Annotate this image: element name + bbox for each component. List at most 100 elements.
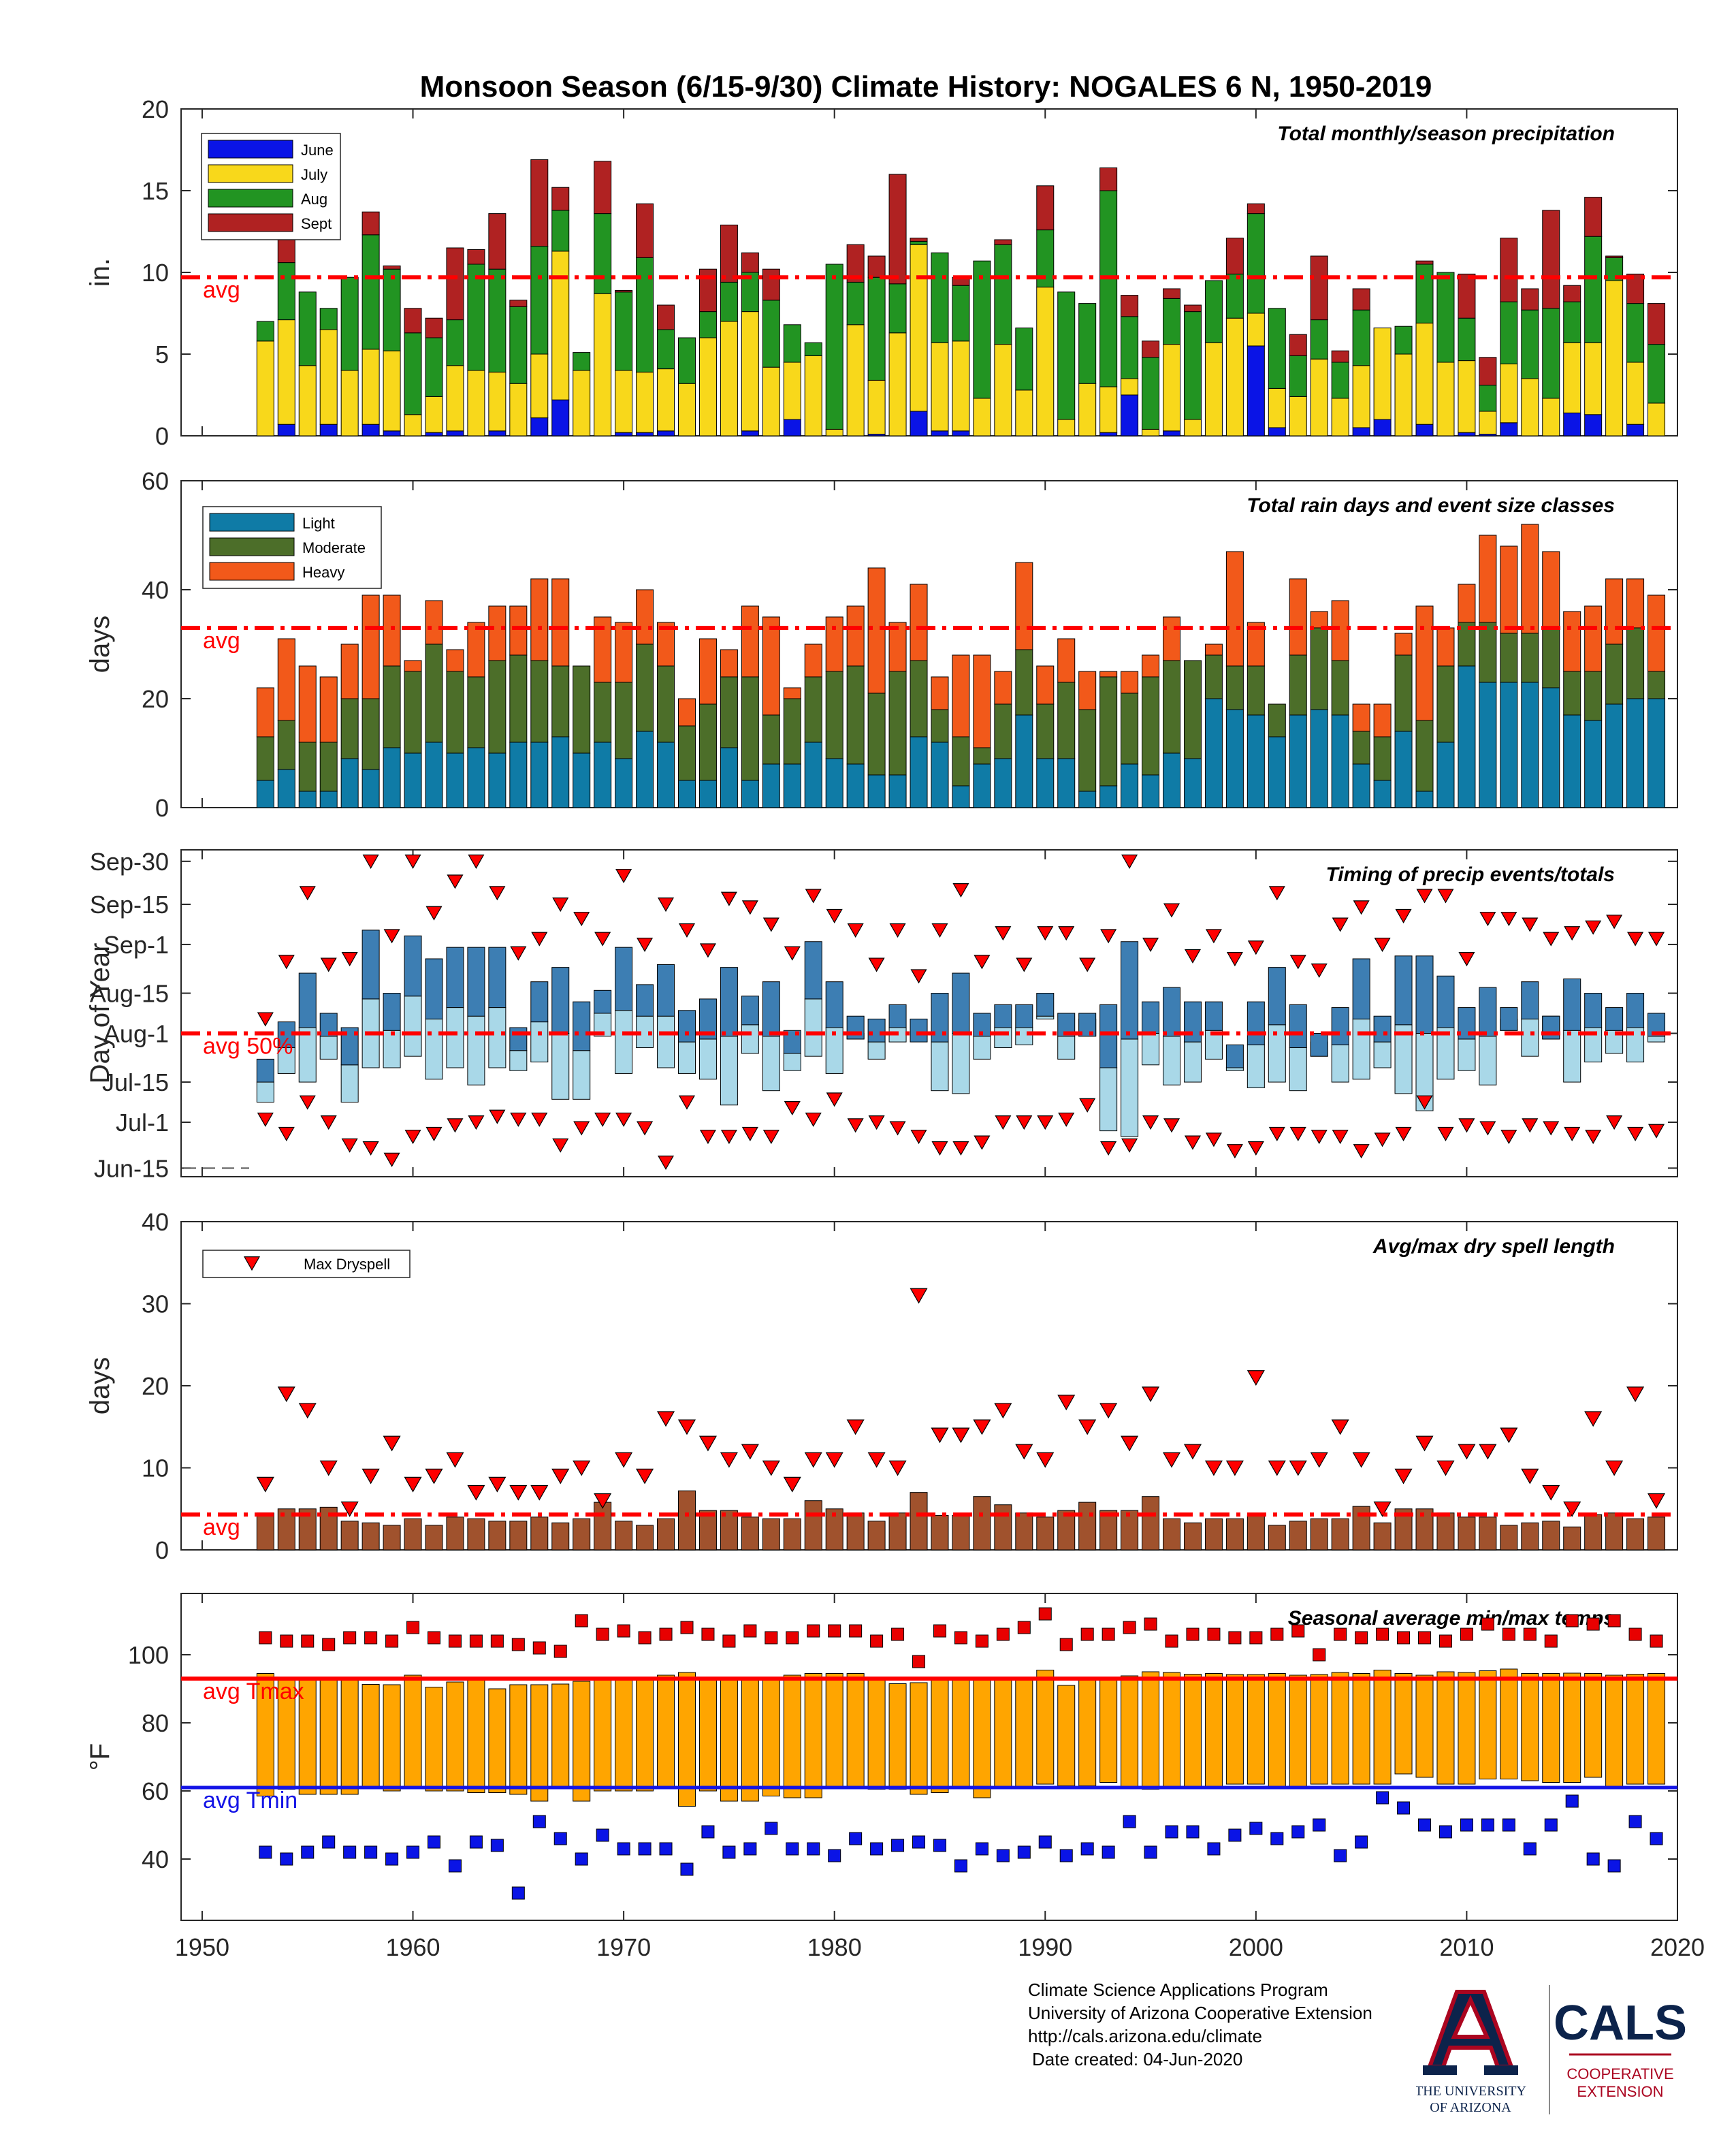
marker-max-tmax (849, 1624, 863, 1638)
bar-avg-dryspell (1225, 1518, 1244, 1551)
legend-label: Light (302, 515, 335, 532)
bar-q50-q75 (1331, 1007, 1349, 1045)
marker-last-event (699, 943, 716, 958)
bar-heavy (509, 605, 528, 656)
bar-aug (1225, 273, 1244, 319)
y-tick-label: 0 (155, 794, 169, 822)
marker-last-event (1142, 937, 1159, 953)
marker-first-event (826, 1092, 843, 1107)
marker-min-tmin (933, 1839, 946, 1852)
bar-july (1521, 378, 1539, 436)
bar-aug (1163, 298, 1181, 345)
marker-last-event (1458, 952, 1475, 967)
marker-min-tmin (1038, 1835, 1052, 1849)
bar-july (488, 371, 507, 432)
bar-q50-q75 (741, 996, 759, 1026)
marker-max-tmax (659, 1628, 673, 1641)
marker-max-tmax (1565, 1614, 1579, 1628)
bar-aug (1331, 362, 1349, 399)
average-label: avg (203, 277, 240, 303)
bar-q50-q75 (825, 981, 843, 1028)
bar-moderate (1015, 649, 1033, 716)
bar-avg-dryspell (1584, 1514, 1603, 1551)
bar-avg-dryspell (1500, 1525, 1518, 1551)
bar-june (1247, 345, 1265, 436)
bar-light (846, 763, 865, 808)
bar-q50-q75 (1268, 967, 1286, 1026)
bar-q50-q75 (1352, 958, 1370, 1019)
bar-q50-q75 (1099, 1004, 1118, 1068)
bar-temp-range (1394, 1673, 1413, 1775)
bar-q25-q50 (1289, 1047, 1307, 1092)
bar-moderate (804, 676, 822, 743)
marker-max-tmax (617, 1624, 630, 1638)
marker-first-event (278, 1126, 295, 1141)
panel-precipitation: 0 5 10 15 20 in. Total monthly/season precipit… (85, 95, 1678, 450)
marker-max-tmax (532, 1641, 546, 1655)
y-axis-label: °F (85, 1743, 115, 1771)
y-tick-label: 5 (155, 340, 169, 368)
marker-max-dryspell (615, 1452, 633, 1468)
marker-max-tmax (1586, 1617, 1600, 1631)
bar-july (636, 371, 654, 433)
bar-temp-range (1142, 1671, 1160, 1790)
marker-min-tmin (617, 1842, 630, 1856)
marker-first-event (1058, 1112, 1075, 1127)
bar-july (1626, 362, 1645, 425)
bar-sept (910, 238, 928, 242)
bar-heavy (804, 644, 822, 678)
bar-heavy (1647, 594, 1666, 672)
bar-moderate (762, 714, 780, 765)
marker-max-dryspell (1542, 1485, 1560, 1501)
marker-max-dryspell (1142, 1386, 1160, 1403)
bar-q25-q50 (698, 1038, 717, 1080)
bar-q25-q50 (1225, 1067, 1244, 1071)
marker-max-tmax (448, 1634, 462, 1648)
footer-url[interactable]: http://cals.arizona.edu/climate (1028, 2026, 1262, 2046)
bar-heavy (1036, 665, 1055, 705)
marker-last-event (1311, 963, 1328, 978)
marker-max-dryspell (319, 1460, 338, 1476)
bar-q50-q75 (910, 1018, 928, 1043)
panel-subtitle: Total rain days and event size classes (1247, 494, 1615, 517)
bar-sept (1352, 288, 1370, 311)
y-axis-label: in. (85, 258, 115, 287)
y-tick-label: 40 (142, 1845, 169, 1873)
bar-july (1121, 378, 1139, 396)
bar-avg-dryspell (573, 1518, 591, 1551)
bar-light (783, 763, 801, 808)
bar-light (1036, 758, 1055, 808)
marker-max-tmax (912, 1655, 926, 1668)
marker-first-event (489, 1109, 506, 1124)
marker-last-event (931, 923, 948, 938)
bar-temp-range (594, 1680, 612, 1792)
bar-sept (1605, 255, 1624, 258)
marker-first-event (805, 1112, 822, 1127)
marker-min-tmin (849, 1832, 863, 1845)
ua-name-line1: THE UNIVERSITY (1416, 2084, 1526, 2099)
bar-july (1183, 419, 1202, 436)
bar-temp-range (1352, 1673, 1370, 1785)
bar-july (1373, 328, 1392, 420)
marker-last-event (489, 886, 506, 901)
marker-last-event (826, 908, 843, 923)
bar-sept (1099, 167, 1118, 191)
bar-aug (1626, 303, 1645, 363)
bar-july (340, 370, 359, 436)
bar-moderate (488, 660, 507, 754)
bar-sept (530, 159, 549, 247)
bar-q25-q50 (1458, 1038, 1476, 1071)
bar-light (1183, 758, 1202, 808)
marker-min-tmin (828, 1849, 841, 1862)
bar-avg-dryspell (1605, 1512, 1624, 1551)
marker-max-tmax (1228, 1631, 1242, 1645)
bar-avg-dryspell (1183, 1522, 1202, 1551)
marker-last-event (1416, 889, 1433, 904)
marker-max-tmax (1607, 1614, 1621, 1628)
bar-aug (340, 276, 359, 371)
marker-max-dryspell (1626, 1386, 1645, 1403)
bar-q25-q50 (256, 1081, 274, 1103)
bar-temp-range (762, 1677, 780, 1796)
bar-q25-q50 (1373, 1041, 1392, 1068)
marker-max-tmax (1144, 1617, 1157, 1631)
